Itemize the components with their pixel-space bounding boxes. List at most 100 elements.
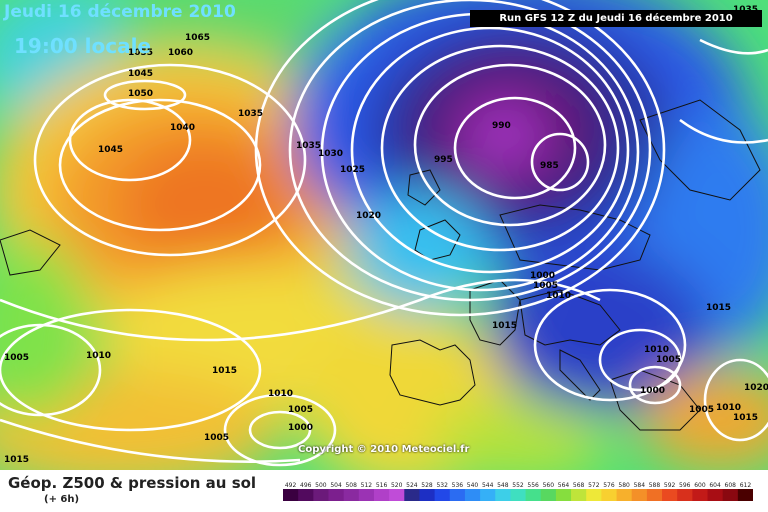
isobar-label: 1005 <box>288 405 313 415</box>
scale-label: 512 <box>361 482 373 489</box>
scale-swatch <box>737 489 753 501</box>
scale-swatch <box>662 489 678 501</box>
scale-swatch <box>449 489 466 501</box>
isobar-label: 995 <box>434 155 453 165</box>
scale-label: 536 <box>452 482 464 489</box>
isobar-label: 990 <box>492 121 511 131</box>
scale-swatch <box>616 489 633 501</box>
isobar-label: 1050 <box>128 89 153 99</box>
scale-swatch <box>389 489 405 501</box>
scale-swatch <box>586 489 602 501</box>
scale-swatch <box>358 489 375 501</box>
isobar-label: 1015 <box>4 455 29 465</box>
scale-swatch <box>373 489 390 501</box>
scale-label: 592 <box>664 482 676 489</box>
isobar-label: 1040 <box>170 123 195 133</box>
scale-label: 608 <box>725 482 737 489</box>
scale-label: 544 <box>482 482 494 489</box>
legend-subtitle: (+ 6h) <box>44 494 80 505</box>
scale-swatch <box>555 489 572 501</box>
isobar-label: 1015 <box>492 321 517 331</box>
scale-swatch <box>495 489 511 501</box>
scale-label: 516 <box>376 482 388 489</box>
scale-label: 588 <box>649 482 661 489</box>
scale-swatch <box>722 489 739 501</box>
isobar-label: 1045 <box>98 145 123 155</box>
scale-label: 552 <box>512 482 524 489</box>
scale-swatch <box>313 489 329 501</box>
isobar-label: 985 <box>540 161 559 171</box>
legend-title: Géop. Z500 & pression au sol <box>8 474 257 492</box>
coastlines <box>0 99 761 431</box>
scale-label: 504 <box>330 482 342 489</box>
scale-swatch <box>480 489 496 501</box>
scale-swatch <box>525 489 542 501</box>
isobar-label: 1005 <box>689 405 714 415</box>
scale-label: 496 <box>300 482 312 489</box>
isobar-label: 1015 <box>706 303 731 313</box>
isobar-label: 1005 <box>4 353 29 363</box>
isobar-label: 1020 <box>356 211 381 221</box>
scale-label: 548 <box>497 482 509 489</box>
scale-label: 528 <box>421 482 433 489</box>
isobar-label: 1010 <box>268 389 293 399</box>
scale-label: 500 <box>315 482 327 489</box>
isobar-label: 1010 <box>644 345 669 355</box>
run-banner: Run GFS 12 Z du Jeudi 16 décembre 2010 <box>470 10 762 27</box>
isobar-label: 1025 <box>340 165 365 175</box>
isobar-label: 1010 <box>716 403 741 413</box>
local-time: 19:00 locale <box>14 34 151 58</box>
map-date: Jeudi 16 décembre 2010 <box>4 2 236 22</box>
isobar-label: 1005 <box>533 281 558 291</box>
scale-swatch <box>283 489 299 501</box>
scale-label: 532 <box>436 482 448 489</box>
isobar-label: 1015 <box>733 413 758 423</box>
scale-swatch <box>692 489 709 501</box>
scale-label: 560 <box>543 482 555 489</box>
scale-label: 596 <box>679 482 691 489</box>
isobar-label: 1020 <box>744 383 768 393</box>
scale-label: 540 <box>467 482 479 489</box>
scale-swatch <box>328 489 345 501</box>
scale-label: 580 <box>618 482 630 489</box>
isobar-label: 1035 <box>238 109 263 119</box>
scale-swatch <box>419 489 436 501</box>
scale-label: 604 <box>709 482 721 489</box>
scale-swatch <box>707 489 724 501</box>
isobar-label: 1030 <box>318 149 343 159</box>
scale-swatch <box>571 489 587 501</box>
scale-swatch <box>677 489 693 501</box>
scale-swatch <box>631 489 648 501</box>
scale-swatch <box>510 489 527 501</box>
isobar-label: 1000 <box>288 423 313 433</box>
isobar-label: 1015 <box>212 366 237 376</box>
isobar-label: 1045 <box>128 69 153 79</box>
scale-swatch <box>540 489 557 501</box>
isobar-label: 1010 <box>86 351 111 361</box>
scale-label: 568 <box>573 482 585 489</box>
weather-map: 1065 1055 1060 1045 1050 1040 1045 1035 1035 1030… <box>0 0 768 470</box>
scale-label: 508 <box>345 482 357 489</box>
isobar-label: 1065 <box>185 33 210 43</box>
isobar-label: 1060 <box>168 48 193 58</box>
scale-swatch <box>646 489 663 501</box>
scale-swatch <box>298 489 314 501</box>
color-scale: 492 496 500 504 508 512 516 520 524 528 532 536 540 5… <box>283 482 753 501</box>
isobar-label: 1010 <box>546 291 571 301</box>
isobar-label: 1000 <box>530 271 555 281</box>
scale-label: 520 <box>391 482 403 489</box>
scale-swatch <box>601 489 618 501</box>
scale-swatch <box>343 489 360 501</box>
scale-label: 524 <box>406 482 418 489</box>
scale-swatch <box>404 489 420 501</box>
scale-swatch <box>434 489 451 501</box>
scale-label: 600 <box>694 482 706 489</box>
scale-label: 584 <box>634 482 646 489</box>
scale-swatch <box>464 489 481 501</box>
isobar-label: 1055 <box>128 48 153 58</box>
scale-label: 612 <box>740 482 752 489</box>
scale-label: 492 <box>285 482 297 489</box>
isobar-label: 1005 <box>204 433 229 443</box>
isobar-label: 1005 <box>656 355 681 365</box>
